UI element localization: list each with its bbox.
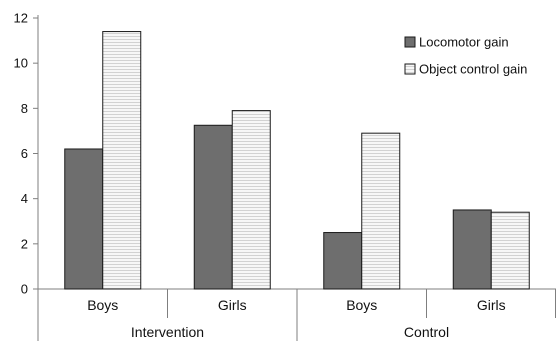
category-label: Girls bbox=[477, 297, 506, 313]
legend-swatch bbox=[404, 63, 416, 75]
y-tick-label: 6 bbox=[21, 146, 28, 161]
category-label: Boys bbox=[87, 297, 118, 313]
y-tick-label: 0 bbox=[21, 282, 28, 297]
bars bbox=[64, 31, 530, 290]
category-label: Boys bbox=[346, 297, 377, 313]
legend-swatch bbox=[404, 36, 416, 48]
object-control-bar-1 bbox=[102, 31, 142, 290]
y-tick-label: 10 bbox=[14, 56, 28, 71]
axis-labels: 0 2 4 6 8 10 12 Boys Girls Boys Girls Intervention C… bbox=[14, 11, 506, 341]
legend-label: Locomotor gain bbox=[419, 35, 509, 50]
object-control-bar-2 bbox=[231, 110, 271, 290]
locomotor-bar-3 bbox=[323, 232, 363, 290]
y-tick-label: 8 bbox=[21, 101, 28, 116]
group-label: Control bbox=[404, 324, 449, 340]
locomotor-bar-2 bbox=[193, 124, 233, 290]
category-label: Girls bbox=[218, 297, 247, 313]
y-tick-label: 12 bbox=[14, 11, 28, 26]
legend-label: Object control gain bbox=[419, 62, 527, 77]
group-label: Intervention bbox=[131, 324, 204, 340]
y-tick-label: 4 bbox=[21, 191, 28, 206]
locomotor-bar-1 bbox=[64, 148, 104, 290]
legend: Locomotor gain Object control gain bbox=[404, 35, 527, 77]
object-control-bar-4 bbox=[490, 211, 530, 290]
object-control-bar-3 bbox=[361, 132, 401, 290]
y-tick-label: 2 bbox=[21, 236, 28, 251]
locomotor-bar-4 bbox=[452, 209, 492, 290]
